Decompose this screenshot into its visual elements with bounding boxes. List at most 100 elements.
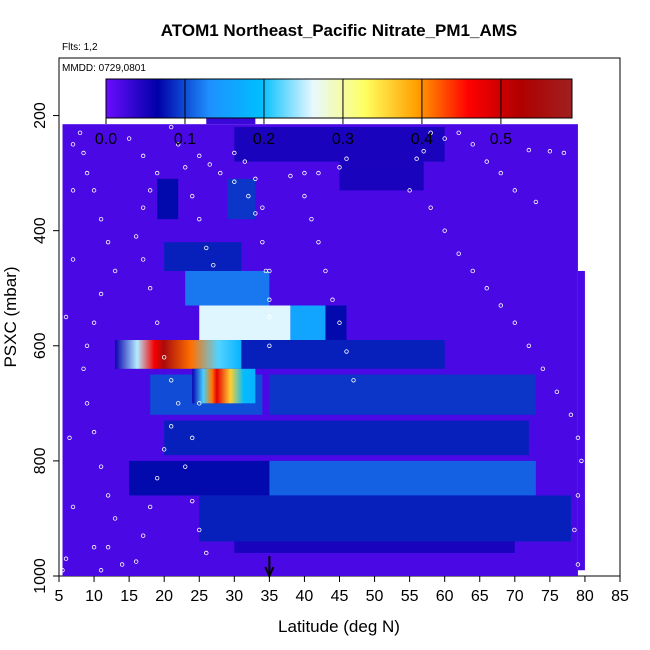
colorbar-tick-label: 0.1 [174, 131, 196, 148]
y-tick-label: 800 [32, 447, 49, 474]
heatmap-region [157, 178, 179, 220]
sample-point [161, 355, 167, 360]
y-tick-label: 200 [32, 102, 49, 129]
sample-point [70, 142, 76, 147]
sample-point [470, 142, 475, 147]
sample-point [84, 170, 90, 176]
sample-point [204, 550, 209, 556]
x-tick-label: 50 [366, 588, 384, 605]
flight-track-point [242, 159, 248, 164]
sample-point [161, 447, 167, 452]
sample-point [140, 257, 146, 262]
x-tick-label: 20 [155, 588, 173, 605]
colorbar-gradient [105, 78, 573, 119]
sample-point [204, 245, 209, 251]
dates-label: MMDD: 0729,0801 [62, 63, 146, 74]
sample-point [168, 424, 174, 429]
sample-point [70, 504, 76, 510]
sample-point [323, 268, 328, 274]
flight-track-point [260, 205, 265, 210]
x-tick-label: 70 [506, 588, 524, 605]
sample-point [67, 435, 72, 441]
sample-point [407, 188, 412, 193]
sample-point [147, 504, 153, 510]
flight-track-point [414, 156, 419, 161]
flight-track-point [267, 314, 272, 320]
sample-point [456, 130, 461, 136]
sample-point [309, 216, 314, 222]
x-axis: 5 10 15 20 25 30 35 40 45 50 55 60 65 70 75 80 85 [55, 576, 629, 605]
sample-point [498, 303, 503, 308]
sample-point [81, 150, 86, 156]
flight-track-point [260, 239, 265, 245]
heatmap-region [164, 420, 529, 456]
colorbar-tick-label: 0.4 [411, 131, 433, 148]
flight-track-point [267, 268, 272, 274]
colorbar-tick-label: 0.2 [253, 131, 275, 148]
sample-point [316, 239, 321, 245]
flight-track-point [302, 170, 307, 176]
x-tick-label: 60 [436, 588, 454, 605]
flight-track-point [253, 211, 258, 216]
sample-point [344, 349, 349, 354]
flight-track-point [316, 170, 321, 176]
sample-point [105, 239, 111, 245]
sample-point [575, 493, 581, 498]
flight-track-point [232, 150, 237, 156]
sample-point [428, 205, 433, 210]
heatmap-region [269, 460, 536, 496]
sample-point [554, 389, 560, 395]
sample-point [484, 286, 489, 291]
sample-point [84, 401, 90, 406]
x-tick-label: 15 [120, 588, 138, 605]
y-tick-label: 1000 [32, 558, 49, 594]
sample-point [428, 130, 433, 136]
heatmap-region [290, 305, 326, 341]
sample-point [197, 527, 202, 533]
sample-point [442, 136, 447, 141]
sample-point [176, 401, 181, 406]
heatmap-region [227, 178, 256, 220]
sample-point [154, 475, 160, 481]
heatmap-region [269, 374, 536, 415]
sample-point [484, 159, 489, 164]
heatmap-region [577, 270, 585, 571]
x-tick-label: 65 [471, 588, 489, 605]
sample-point [572, 527, 577, 533]
x-tick-label: 35 [260, 588, 278, 605]
sample-point [512, 320, 518, 325]
sample-point [533, 199, 539, 205]
x-axis-label: Latitude (deg N) [278, 617, 400, 636]
sample-point [197, 216, 202, 222]
x-tick-label: 75 [541, 588, 559, 605]
colorbar: 0.0 0.1 0.2 0.3 0.4 0.5 [95, 78, 573, 148]
sample-point [168, 378, 174, 383]
flight-track-point [246, 193, 251, 199]
sample-point [526, 343, 532, 348]
sample-point [512, 188, 518, 193]
x-tick-label: 45 [331, 588, 349, 605]
sample-point [98, 568, 104, 573]
x-tick-label: 30 [225, 588, 243, 605]
sample-point [575, 435, 581, 441]
sample-point [119, 562, 125, 567]
sample-point [197, 401, 202, 406]
sample-point [98, 464, 104, 469]
heatmap-region [199, 495, 571, 542]
sample-point [63, 556, 69, 561]
sample-point [147, 188, 153, 193]
y-tick-label: 400 [32, 217, 49, 244]
sample-point [105, 545, 111, 550]
sample-point [77, 130, 83, 136]
flight-track-point [288, 173, 293, 179]
sample-point [337, 320, 342, 325]
sample-point [183, 165, 188, 170]
chart-title: ATOM1 Northeast_Pacific Nitrate_PM1_AMS [161, 21, 517, 40]
sample-point [112, 516, 118, 521]
colorbar-tick-label: 0.5 [490, 131, 512, 148]
x-tick-label: 25 [190, 588, 208, 605]
flight-track-point [561, 150, 567, 156]
sample-point [63, 314, 69, 320]
sample-point [211, 263, 216, 268]
